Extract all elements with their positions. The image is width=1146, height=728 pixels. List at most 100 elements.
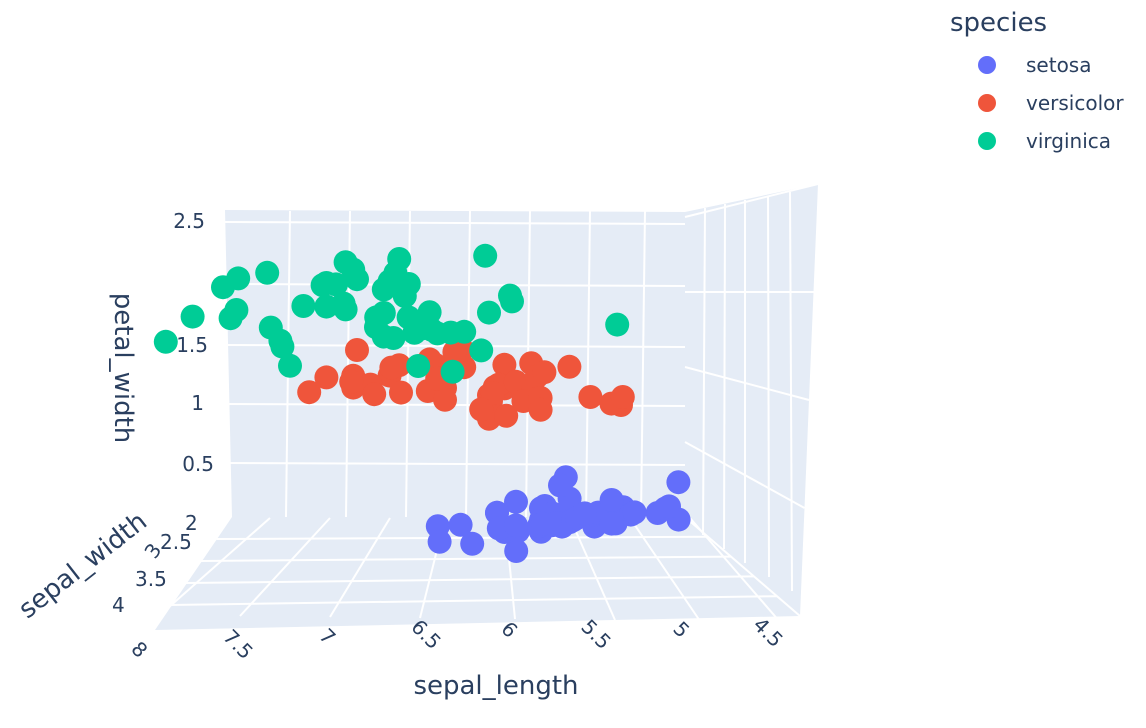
point-versicolor-11[interactable] xyxy=(345,338,369,362)
point-setosa-3[interactable] xyxy=(427,529,452,554)
point-virginica-2[interactable] xyxy=(255,260,280,285)
z-tick-0.5: 0.5 xyxy=(182,452,214,476)
point-versicolor-23[interactable] xyxy=(379,355,404,380)
point-virginica-17[interactable] xyxy=(291,294,316,318)
point-setosa-6[interactable] xyxy=(448,512,473,537)
point-versicolor-26[interactable] xyxy=(433,387,457,412)
point-setosa-42[interactable] xyxy=(599,511,624,536)
legend-label-virginica: virginica xyxy=(1026,129,1111,153)
side-wall-vgridline-0 xyxy=(702,207,706,536)
point-versicolor-9[interactable] xyxy=(492,352,517,377)
z-axis-title: petal_width xyxy=(108,293,138,444)
point-virginica-46[interactable] xyxy=(498,283,522,308)
z-axis-ticks: 2.5 1.5 1 0.5 xyxy=(173,209,214,476)
y-tick-2: 2 xyxy=(185,511,198,535)
point-versicolor-34[interactable] xyxy=(494,403,519,428)
point-virginica-39[interactable] xyxy=(477,300,501,325)
legend-swatch-virginica xyxy=(978,132,996,150)
point-setosa-37[interactable] xyxy=(622,500,647,525)
legend-swatch-setosa xyxy=(978,56,996,74)
point-virginica-23[interactable] xyxy=(278,353,302,378)
point-virginica-1[interactable] xyxy=(153,329,178,354)
point-versicolor-43[interactable] xyxy=(528,397,553,422)
back-wall-gridline-0 xyxy=(224,221,686,225)
x-axis-title: sepal_length xyxy=(413,671,578,701)
y-tick-2.5: 2.5 xyxy=(160,530,192,554)
point-virginica-47[interactable] xyxy=(417,300,442,325)
legend-title: species xyxy=(950,8,1048,38)
point-virginica-36[interactable] xyxy=(258,315,283,340)
z-tick-2.5: 2.5 xyxy=(173,209,205,233)
x-tick-7: 7 xyxy=(314,624,340,650)
legend-item-setosa[interactable]: setosa xyxy=(950,46,1124,84)
side-wall-gridline-2 xyxy=(684,366,810,401)
point-versicolor-29[interactable] xyxy=(557,354,582,379)
point-versicolor-27[interactable] xyxy=(339,369,364,394)
point-setosa-47[interactable] xyxy=(657,494,681,519)
point-versicolor-40[interactable] xyxy=(578,385,603,409)
point-virginica-20[interactable] xyxy=(331,291,356,316)
legend: species setosa versicolor virginica xyxy=(950,8,1124,160)
x-tick-5: 5 xyxy=(668,617,694,643)
point-virginica-42[interactable] xyxy=(226,266,251,291)
point-versicolor-19[interactable] xyxy=(389,380,413,405)
point-setosa-1[interactable] xyxy=(460,531,485,556)
point-versicolor-48[interactable] xyxy=(442,340,467,364)
point-versicolor-49[interactable] xyxy=(610,385,635,409)
point-versicolor-44[interactable] xyxy=(532,360,557,385)
legend-label-versicolor: versicolor xyxy=(1026,91,1124,115)
z-tick-1.5: 1.5 xyxy=(176,333,208,357)
floor-gridline-y-3 xyxy=(170,595,778,606)
point-setosa-24[interactable] xyxy=(504,513,528,538)
point-setosa-30[interactable] xyxy=(548,473,572,498)
back-wall-vgridline-6 xyxy=(640,210,646,518)
point-virginica-5[interactable] xyxy=(387,247,412,271)
side-wall-vgridline-3 xyxy=(767,195,770,578)
side-wall-gridline-0 xyxy=(684,183,819,218)
floor-gridline-x-7 xyxy=(159,517,271,616)
point-virginica-48[interactable] xyxy=(469,338,494,363)
point-virginica-28[interactable] xyxy=(452,319,477,344)
floor-gridline-y-1 xyxy=(201,555,732,562)
point-versicolor-47[interactable] xyxy=(469,397,494,422)
point-versicolor-2[interactable] xyxy=(297,380,322,405)
point-virginica-37[interactable] xyxy=(392,272,417,297)
point-virginica-45[interactable] xyxy=(364,315,388,340)
point-setosa-2[interactable] xyxy=(504,539,529,563)
point-virginica-18[interactable] xyxy=(371,277,396,302)
point-setosa-28[interactable] xyxy=(504,489,528,514)
point-virginica-38[interactable] xyxy=(406,354,431,378)
x-tick-4.5: 4.5 xyxy=(748,613,787,652)
point-virginica-43[interactable] xyxy=(440,359,465,384)
point-virginica-26[interactable] xyxy=(345,267,369,292)
point-versicolor-5[interactable] xyxy=(314,365,339,390)
floor-gridline-x-5 xyxy=(329,517,391,618)
z-tick-1: 1 xyxy=(191,391,204,415)
x-tick-8: 8 xyxy=(126,637,152,663)
back-wall-gridline-4 xyxy=(224,462,686,466)
point-virginica-31[interactable] xyxy=(473,243,498,268)
legend-swatch-versicolor xyxy=(978,94,996,112)
legend-item-virginica[interactable]: virginica xyxy=(950,122,1124,160)
side-wall-vgridline-4 xyxy=(789,191,793,592)
back-wall-gridline-1 xyxy=(224,283,686,287)
y-tick-4: 4 xyxy=(112,593,125,617)
legend-item-versicolor[interactable]: versicolor xyxy=(950,84,1124,122)
floor xyxy=(155,517,800,630)
point-virginica-33[interactable] xyxy=(218,306,243,331)
floor-gridline-x-2 xyxy=(569,517,616,621)
floor-gridline-x-6 xyxy=(239,517,331,617)
point-setosa-44[interactable] xyxy=(572,501,597,526)
point-versicolor-16[interactable] xyxy=(362,382,387,407)
floor-gridline-y-2 xyxy=(185,575,755,584)
floor-gridline-x-1 xyxy=(629,517,701,622)
point-virginica-16[interactable] xyxy=(314,271,339,295)
point-virginica-44[interactable] xyxy=(605,312,630,337)
y-tick-3.5: 3.5 xyxy=(135,567,167,591)
point-setosa-48[interactable] xyxy=(666,470,691,495)
point-setosa-46[interactable] xyxy=(599,488,624,512)
data-points[interactable] xyxy=(153,243,691,563)
point-virginica-0[interactable] xyxy=(180,304,205,329)
floor-gridline-x-0 xyxy=(689,517,781,623)
